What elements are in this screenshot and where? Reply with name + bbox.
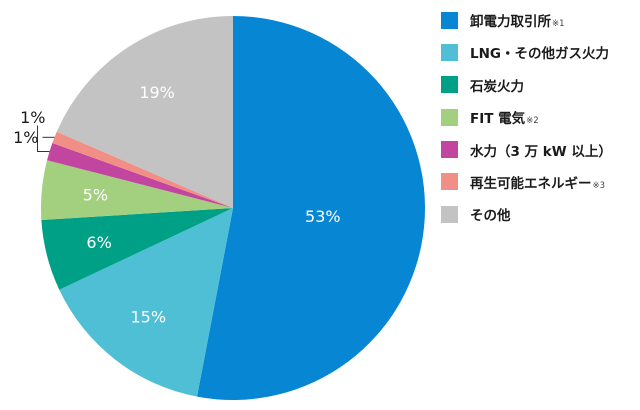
- legend-footnote-mark: ※1: [552, 19, 565, 29]
- pie-slice: [41, 208, 233, 290]
- legend-swatch: [441, 11, 458, 29]
- legend-label: LNG・その他ガス火力: [470, 42, 609, 62]
- pie-slice: [59, 208, 233, 397]
- legend: 卸電力取引所※1 LNG・その他ガス火力 石炭火力 FIT 電気※2 水力（3 万 kW…: [441, 10, 612, 239]
- legend-label-text: 再生可能エネルギー: [470, 175, 592, 192]
- legend-swatch: [441, 43, 458, 61]
- slice-value-label: 1%: [20, 108, 45, 127]
- legend-footnote-mark: ※3: [592, 180, 606, 191]
- legend-swatch: [441, 205, 458, 223]
- pie-chart: 53% 15% 6% 5% 1%1% 19%: [13, 15, 425, 400]
- legend-item: 再生可能エネルギー※3: [441, 172, 612, 192]
- slice-value-label: 19%: [139, 83, 175, 102]
- legend-footnote-mark: ※2: [526, 116, 539, 127]
- legend-swatch: [441, 173, 458, 191]
- legend-swatch: [441, 76, 458, 94]
- slice-value-label: 53%: [305, 207, 341, 226]
- legend-label: 再生可能エネルギー※3: [470, 172, 605, 192]
- legend-swatch: [441, 108, 458, 126]
- legend-label: その他: [470, 204, 511, 224]
- legend-label: 水力（3 万 kW 以上）: [470, 140, 612, 160]
- legend-item: FIT 電気※2: [441, 107, 612, 127]
- legend-label-text: 石炭火力: [470, 78, 524, 95]
- legend-item: その他: [441, 204, 612, 224]
- leader-line: [36, 125, 50, 153]
- pie-slice: [52, 131, 233, 208]
- legend-item: 石炭火力: [441, 75, 612, 95]
- legend-label-text: LNG・その他ガス火力: [470, 46, 609, 63]
- pie-slice: [56, 15, 234, 208]
- pie-slice: [197, 16, 425, 400]
- legend-label: 卸電力取引所※1: [470, 10, 565, 30]
- slice-value-label: 1%: [13, 128, 38, 147]
- legend-label: 石炭火力: [470, 75, 524, 95]
- legend-swatch: [441, 141, 458, 159]
- slice-value-label: 5%: [83, 185, 108, 204]
- pie-slice: [47, 142, 234, 208]
- pie-slice: [41, 160, 234, 221]
- legend-label-text: 水力（3 万 kW 以上）: [470, 143, 612, 160]
- legend-label-text: 卸電力取引所: [470, 14, 551, 30]
- legend-item: 卸電力取引所※1: [441, 10, 612, 30]
- slice-value-label: 15%: [130, 308, 166, 327]
- legend-label: FIT 電気※2: [470, 107, 539, 127]
- legend-item: LNG・その他ガス火力: [441, 42, 612, 62]
- legend-label-text: FIT 電気: [470, 111, 526, 128]
- legend-label-text: その他: [470, 208, 511, 225]
- legend-item: 水力（3 万 kW 以上）: [441, 140, 612, 160]
- slice-value-label: 6%: [86, 233, 111, 252]
